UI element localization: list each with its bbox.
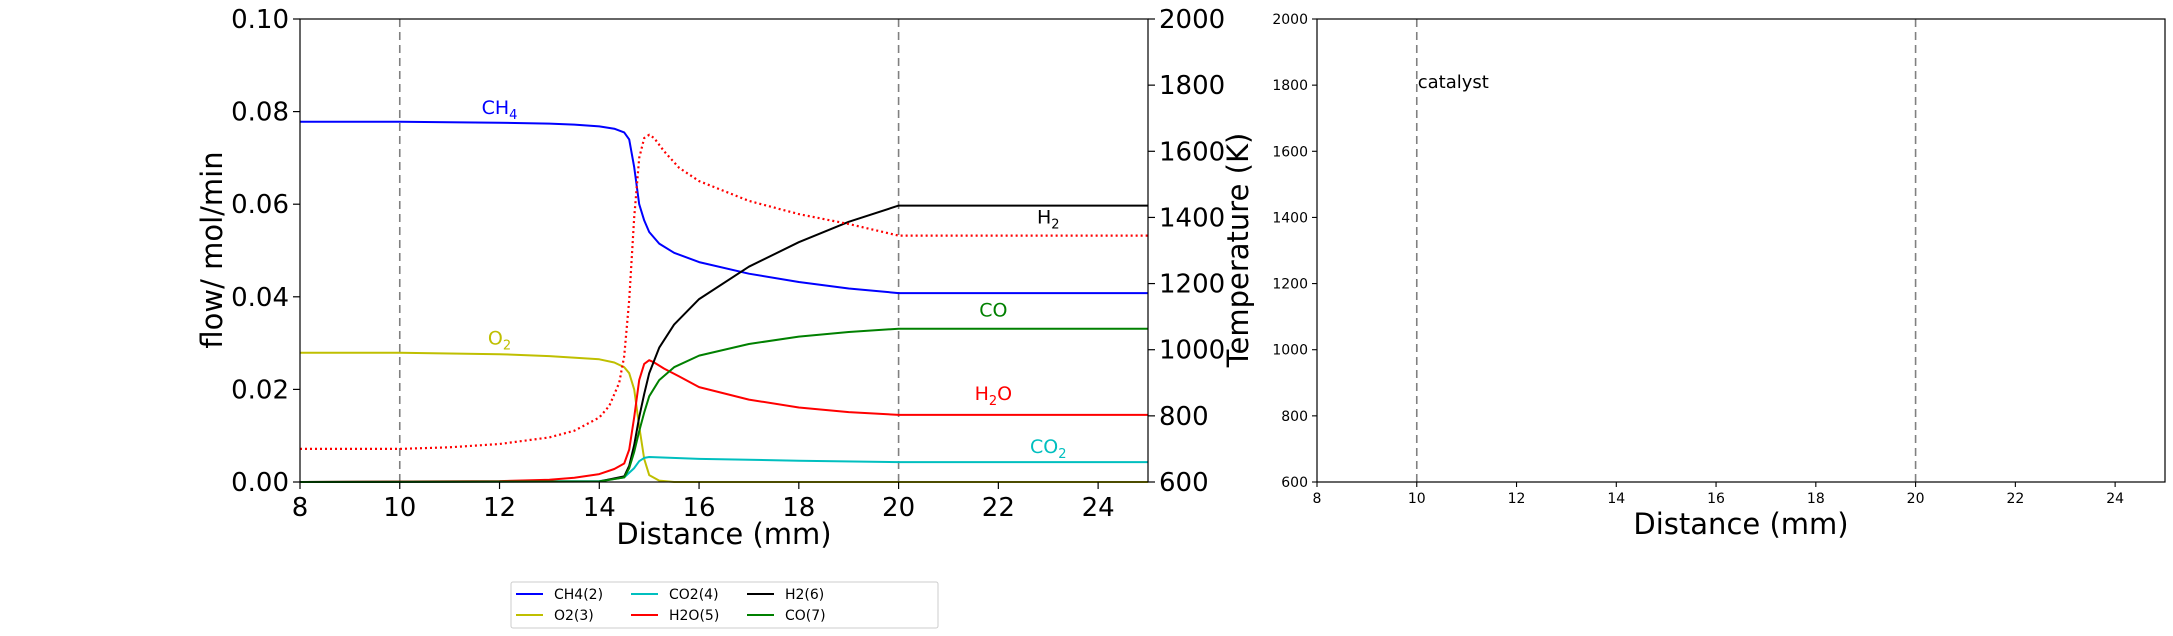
right-x-tick-label: 10 bbox=[1408, 491, 1426, 507]
left-vlines bbox=[398, 19, 900, 482]
series-label: H2O bbox=[975, 383, 1013, 409]
series-line-h2-6 bbox=[299, 204, 1148, 483]
legend: CH4(2) O2(3) CO2(4) H2O(5) H2(6) CO(7) bbox=[510, 581, 939, 629]
left-y-ticks-right: 600 800 1000 1200 1400 1600 1800 2000 bbox=[1148, 5, 1225, 498]
left-y-axis-label: flow/ mol/min bbox=[195, 151, 229, 348]
left-x-tick-label: 8 bbox=[292, 493, 309, 523]
right-plot-frame bbox=[1316, 18, 2166, 483]
left-x-tick-label: 12 bbox=[483, 493, 516, 523]
right-y-tick-label: 2000 bbox=[1272, 12, 1308, 28]
left-y-tick-label: 0.04 bbox=[231, 283, 289, 313]
series-line-h2o-5 bbox=[299, 359, 1148, 483]
right-y-tick-label: 1400 bbox=[1272, 210, 1308, 226]
series-label: H2 bbox=[1037, 207, 1060, 233]
right-x-tick-label: 18 bbox=[1807, 491, 1825, 507]
catalyst-annotation: catalyst bbox=[1418, 72, 1489, 93]
legend-label: O2(3) bbox=[554, 608, 594, 624]
left-x-tick-label: 18 bbox=[782, 493, 815, 523]
legend-label: CH4(2) bbox=[554, 587, 603, 603]
legend-label: H2(6) bbox=[785, 587, 824, 603]
left-x-axis-label: Distance (mm) bbox=[616, 517, 831, 551]
left-y-tick-label: 0.10 bbox=[231, 5, 289, 35]
legend-entries: CH4(2) O2(3) CO2(4) H2O(5) H2(6) CO(7) bbox=[516, 587, 826, 624]
series-line-temperature bbox=[300, 133, 1148, 450]
legend-label: H2O(5) bbox=[669, 608, 719, 624]
left-plot-frame bbox=[299, 18, 1149, 483]
left-x-tick-label: 24 bbox=[1082, 493, 1115, 523]
left-x-tick-label: 10 bbox=[383, 493, 416, 523]
left-y-tick-label-right: 1600 bbox=[1159, 137, 1225, 167]
left-y-tick-label-right: 1200 bbox=[1159, 270, 1225, 300]
legend-box bbox=[510, 581, 939, 629]
left-x-tick-label: 16 bbox=[683, 493, 716, 523]
right-x-tick-label: 8 bbox=[1313, 491, 1322, 507]
right-vlines bbox=[1415, 19, 1917, 482]
left-chart: 8 10 12 14 16 18 20 22 24 0.000.020.040.060.080.… bbox=[195, 5, 1255, 551]
legend-label: CO(7) bbox=[785, 608, 826, 624]
right-chart: 8 10 12 14 16 18 20 22 24 600 800 1000 1200 1400 1600… bbox=[1272, 12, 2166, 541]
right-x-tick-label: 12 bbox=[1508, 491, 1526, 507]
series-label: O2 bbox=[488, 327, 511, 353]
left-y-tick-label: 0.06 bbox=[231, 190, 289, 220]
right-x-tick-label: 22 bbox=[2006, 491, 2024, 507]
right-y-tick-label: 1000 bbox=[1272, 343, 1308, 359]
left-x-ticks: 8 10 12 14 16 18 20 22 24 bbox=[292, 482, 1115, 523]
right-x-axis-label: Distance (mm) bbox=[1633, 507, 1848, 541]
right-y-tick-label: 800 bbox=[1281, 409, 1308, 425]
left-y-tick-label: 0.00 bbox=[231, 468, 289, 498]
series-line-co2-4 bbox=[299, 456, 1148, 483]
left-y-tick-label: 0.08 bbox=[231, 98, 289, 128]
right-y-ticks: 600 800 1000 1200 1400 1600 1800 2000 bbox=[1272, 12, 1317, 491]
left-y-tick-label-right: 600 bbox=[1159, 468, 1209, 498]
series-line-co-7 bbox=[299, 327, 1148, 483]
series-line-o2-3 bbox=[300, 351, 1148, 483]
left-y-tick-label-right: 1800 bbox=[1159, 71, 1225, 101]
right-x-tick-label: 16 bbox=[1707, 491, 1725, 507]
left-y-axis-label-right: Temperature (K) bbox=[1221, 133, 1255, 369]
series-label: CO2 bbox=[1030, 436, 1067, 462]
right-y-tick-label: 600 bbox=[1281, 475, 1308, 491]
series-label: CH4 bbox=[482, 97, 518, 123]
left-series-lines bbox=[299, 120, 1148, 483]
left-x-tick-label: 22 bbox=[982, 493, 1015, 523]
right-x-ticks: 8 10 12 14 16 18 20 22 24 bbox=[1313, 482, 2124, 507]
left-y-tick-label-right: 1400 bbox=[1159, 203, 1225, 233]
left-y-tick-label-right: 800 bbox=[1159, 402, 1209, 432]
right-x-tick-label: 20 bbox=[1907, 491, 1925, 507]
left-y-tick-label-right: 1000 bbox=[1159, 336, 1225, 366]
right-y-tick-label: 1600 bbox=[1272, 144, 1308, 160]
right-y-tick-label: 1200 bbox=[1272, 277, 1308, 293]
left-x-tick-label: 20 bbox=[882, 493, 915, 523]
left-series-labels: CH4 O2 CO2 H2O H2 CO bbox=[482, 97, 1067, 462]
right-x-tick-label: 24 bbox=[2106, 491, 2124, 507]
left-y-tick-label-right: 2000 bbox=[1159, 5, 1225, 35]
legend-label: CO2(4) bbox=[669, 587, 719, 603]
left-y-tick-label: 0.02 bbox=[231, 375, 289, 405]
series-line-ch4-2 bbox=[300, 120, 1148, 295]
right-x-tick-label: 14 bbox=[1607, 491, 1625, 507]
right-y-tick-label: 1800 bbox=[1272, 78, 1308, 94]
series-label: CO bbox=[979, 300, 1007, 322]
left-y-ticks: 0.00 0.02 0.04 0.06 0.08 0.10 bbox=[231, 5, 300, 498]
left-x-tick-label: 14 bbox=[583, 493, 616, 523]
